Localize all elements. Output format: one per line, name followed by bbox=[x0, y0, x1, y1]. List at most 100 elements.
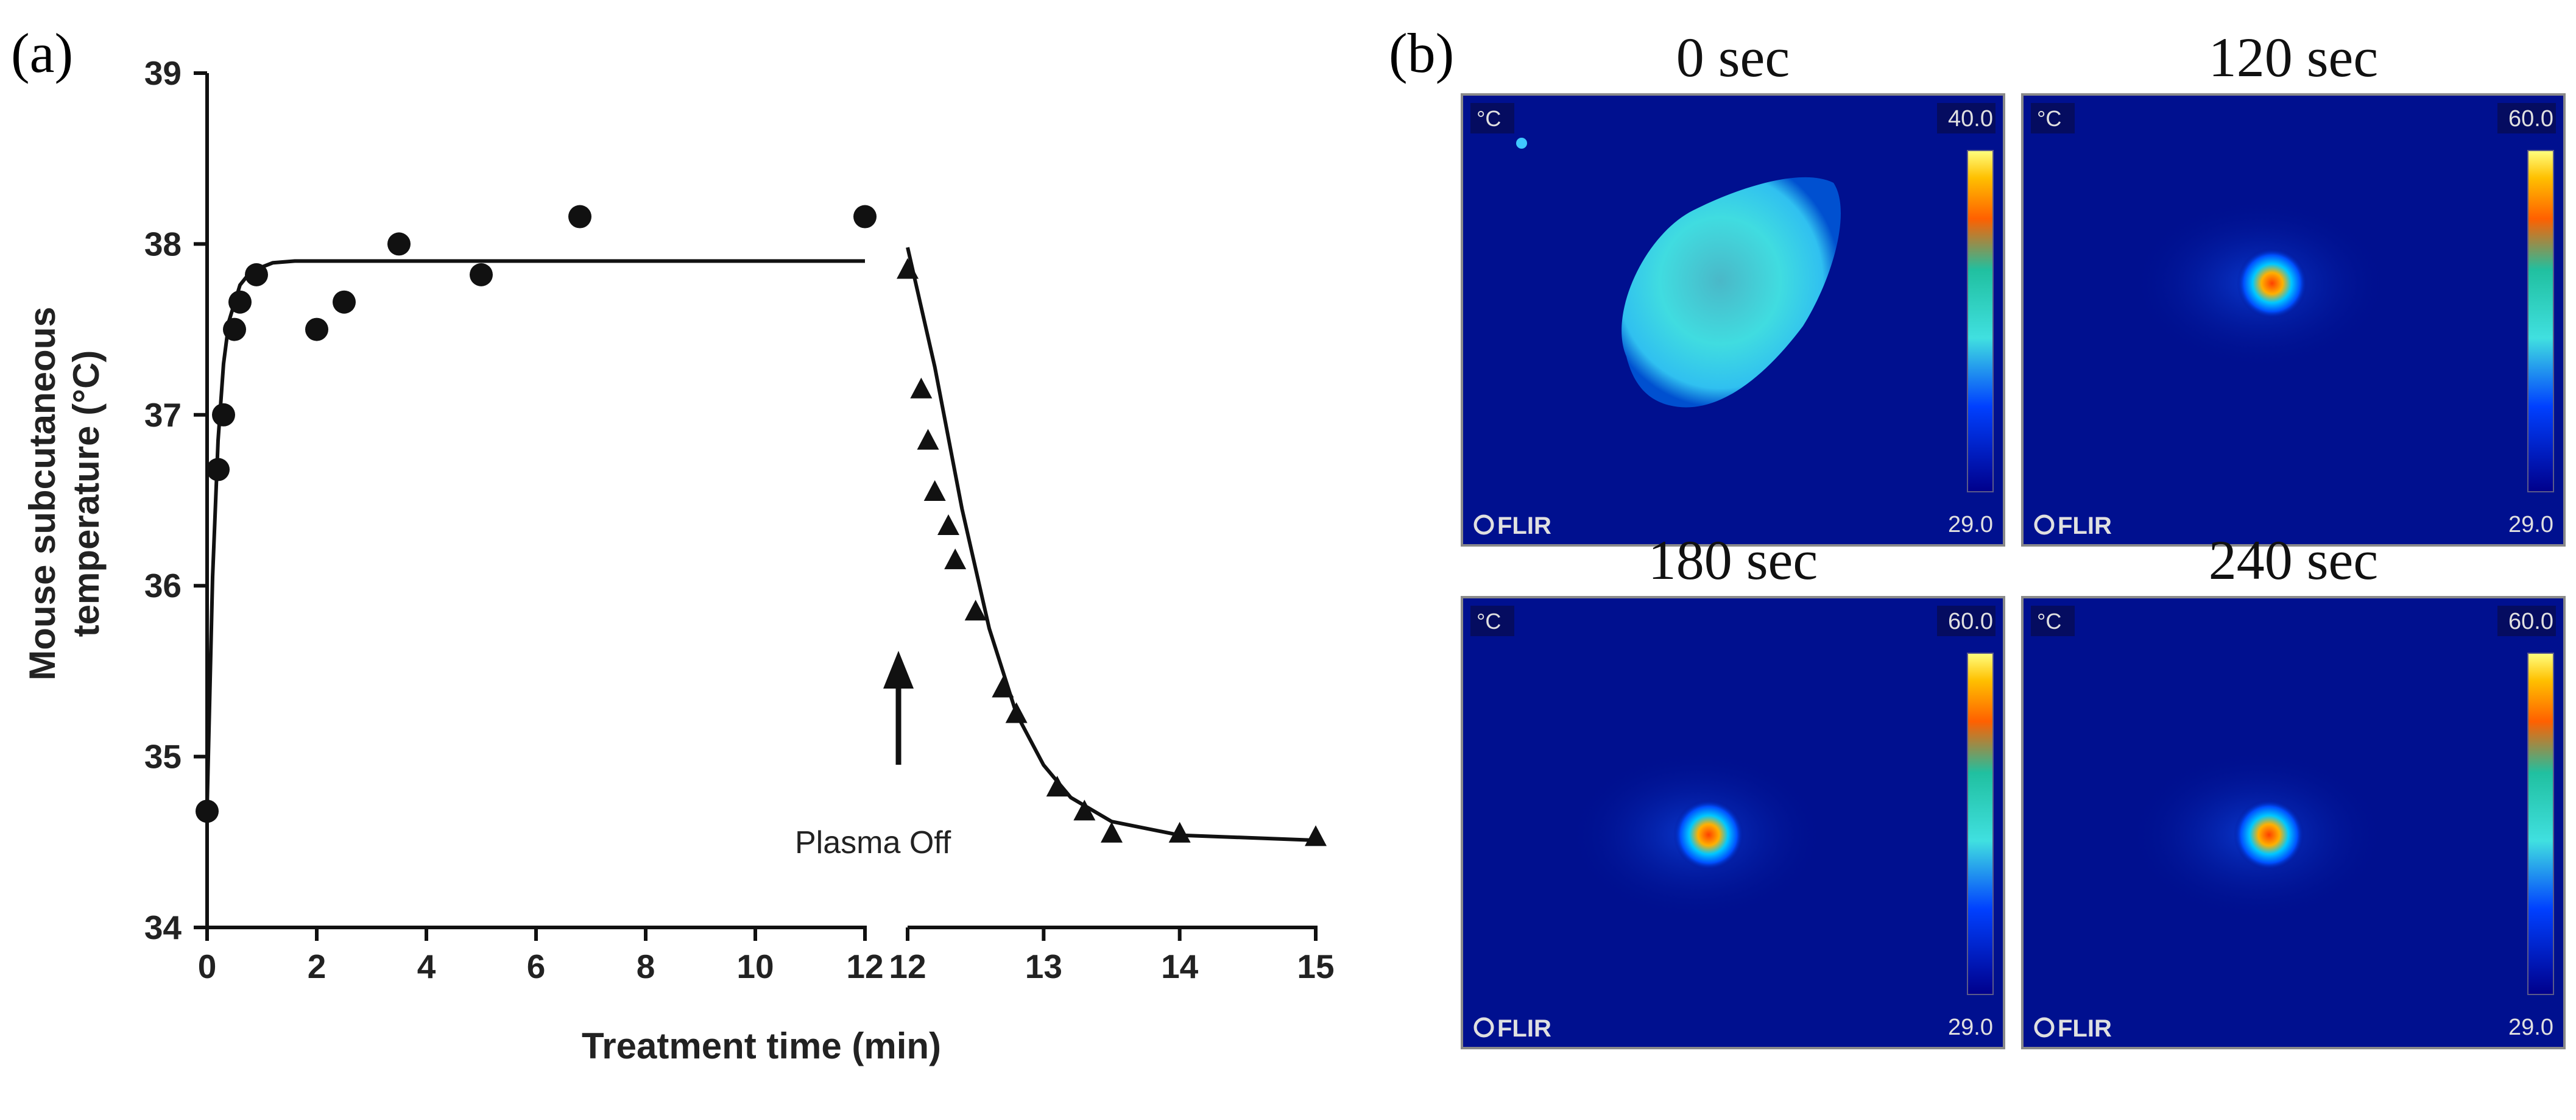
data-point-circle bbox=[196, 799, 219, 823]
data-point-triangle bbox=[937, 514, 959, 536]
data-point-circle bbox=[387, 232, 411, 256]
data-point-circle bbox=[245, 263, 268, 286]
x-tick-label: 8 bbox=[637, 948, 655, 985]
x-tick-label: 15 bbox=[1297, 948, 1334, 985]
thermal-image: 180 sec °C 60.0 29.0 FLIR bbox=[1461, 529, 2005, 1049]
unit-label: °C bbox=[2037, 609, 2061, 634]
y-axis-title: Mouse subcutaneoustemperature (°C) bbox=[22, 307, 107, 680]
plasma-hot-spot bbox=[1673, 799, 1744, 870]
brand-label: FLIR bbox=[1497, 1015, 1551, 1042]
data-point-triangle bbox=[917, 428, 939, 450]
thermal-image: 0 sec °C 40.0 29.0 FLIR bbox=[1461, 26, 2005, 547]
x-axis-title: Treatment time (min) bbox=[582, 1026, 941, 1066]
data-point-triangle bbox=[897, 258, 919, 279]
scale-max-label: 60.0 bbox=[1948, 609, 1993, 634]
unit-label: °C bbox=[2037, 106, 2061, 131]
thermal-image-grid: 0 sec °C 40.0 29.0 FLIR 120 sec °C 60.0 29.0 FLIR… bbox=[1461, 26, 2566, 1049]
plasma-hot-spot bbox=[2234, 799, 2304, 870]
x-tick-label: 12 bbox=[889, 948, 926, 985]
data-point-triangle bbox=[1005, 702, 1028, 723]
scale-min-label: 29.0 bbox=[2508, 512, 2553, 537]
panel-b: (b) 0 sec °C 40.0 29.0 FLIR 120 sec °C 60.0 29.0… bbox=[1389, 22, 2566, 1049]
unit-label: °C bbox=[1477, 609, 1501, 634]
scale-max-label: 60.0 bbox=[2508, 106, 2553, 132]
scale-max-box bbox=[2497, 103, 2556, 133]
scale-max-box bbox=[1937, 103, 1996, 133]
scale-min-label: 29.0 bbox=[1948, 512, 1993, 537]
scale-max-box bbox=[2497, 606, 2556, 636]
data-point-circle bbox=[853, 205, 877, 229]
brand-label: FLIR bbox=[2058, 1015, 2112, 1042]
x-tick-label: 0 bbox=[198, 948, 217, 985]
flir-logo-icon bbox=[2034, 1017, 2055, 1038]
x-tick-label: 14 bbox=[1161, 948, 1199, 985]
data-point-circle bbox=[212, 403, 235, 427]
y-axis-title-line: Mouse subcutaneous bbox=[22, 307, 63, 680]
x-tick-label: 6 bbox=[527, 948, 546, 985]
panel-a: (a) 34 35 36 37 38 39 0 2 4 6 8 10 12 12 13 14 15 Treatme… bbox=[11, 22, 1335, 1066]
unit-box bbox=[1470, 103, 1514, 133]
x-tick-label: 4 bbox=[417, 948, 436, 985]
mouse-thermal-shape bbox=[1621, 177, 1841, 408]
data-point-circle bbox=[568, 205, 591, 229]
flir-logo-icon bbox=[1473, 514, 1494, 535]
temperature-chart: 34 35 36 37 38 39 0 2 4 6 8 10 12 12 13 14 15 Treatment t… bbox=[22, 54, 1335, 1066]
data-point-triangle bbox=[923, 480, 946, 501]
x-tick-label: 12 bbox=[846, 948, 883, 985]
data-point-triangle bbox=[1168, 821, 1191, 843]
color-scale-bar bbox=[1967, 150, 1994, 492]
x-tick-label: 2 bbox=[308, 948, 326, 985]
flir-logo-icon bbox=[2034, 514, 2055, 535]
data-point-triangle bbox=[1101, 821, 1123, 843]
color-scale-bar bbox=[1967, 653, 1994, 995]
plasma-off-annotation: Plasma Off bbox=[795, 825, 951, 860]
data-point-circle bbox=[228, 290, 252, 314]
data-point-triangle bbox=[944, 548, 967, 570]
flir-logo-icon bbox=[1473, 1017, 1494, 1038]
thermal-title: 240 sec bbox=[2209, 529, 2378, 591]
unit-box bbox=[2031, 606, 2075, 636]
hot-speck bbox=[1516, 138, 1527, 149]
thermal-image: 240 sec °C 60.0 29.0 FLIR bbox=[2021, 529, 2566, 1049]
data-point-triangle bbox=[1046, 776, 1068, 797]
thermal-title: 180 sec bbox=[1648, 529, 1818, 591]
data-point-circle bbox=[305, 317, 328, 341]
data-point-triangle bbox=[1073, 799, 1096, 821]
panel-b-label: (b) bbox=[1389, 22, 1454, 84]
data-point-circle bbox=[206, 458, 230, 481]
data-point-circle bbox=[333, 290, 356, 314]
data-point-circle bbox=[470, 263, 493, 286]
y-tick-label: 39 bbox=[144, 54, 182, 92]
data-point-triangle bbox=[1305, 825, 1327, 846]
fit-curve bbox=[205, 259, 865, 808]
thermal-title: 0 sec bbox=[1676, 26, 1790, 88]
y-tick-label: 35 bbox=[144, 738, 182, 776]
unit-box bbox=[1470, 606, 1514, 636]
data-point-triangle bbox=[992, 676, 1014, 698]
scale-max-box bbox=[1937, 606, 1996, 636]
y-tick-label: 34 bbox=[144, 909, 182, 946]
panel-a-label: (a) bbox=[11, 22, 73, 84]
x-tick-label: 13 bbox=[1025, 948, 1062, 985]
fit-curve bbox=[906, 247, 1316, 842]
color-scale-bar bbox=[2527, 150, 2554, 492]
unit-label: °C bbox=[1477, 106, 1501, 131]
scale-max-label: 60.0 bbox=[2508, 609, 2553, 634]
unit-box bbox=[2031, 103, 2075, 133]
x-tick-label: 10 bbox=[736, 948, 774, 985]
scale-min-label: 29.0 bbox=[1948, 1015, 1993, 1040]
thermal-image: 120 sec °C 60.0 29.0 FLIR bbox=[2021, 26, 2566, 547]
scale-max-label: 40.0 bbox=[1948, 106, 1993, 132]
y-tick-label: 37 bbox=[144, 396, 182, 434]
brand-label: FLIR bbox=[2058, 512, 2112, 539]
thermal-title: 120 sec bbox=[2209, 26, 2378, 88]
y-tick-label: 38 bbox=[144, 225, 182, 263]
color-scale-bar bbox=[2527, 653, 2554, 995]
data-point-triangle bbox=[910, 377, 933, 399]
data-point-circle bbox=[223, 317, 246, 341]
scale-min-label: 29.0 bbox=[2508, 1015, 2553, 1040]
plasma-hot-spot bbox=[2237, 248, 2307, 319]
plasma-off-arrow bbox=[883, 651, 914, 765]
data-point-triangle bbox=[964, 600, 987, 621]
